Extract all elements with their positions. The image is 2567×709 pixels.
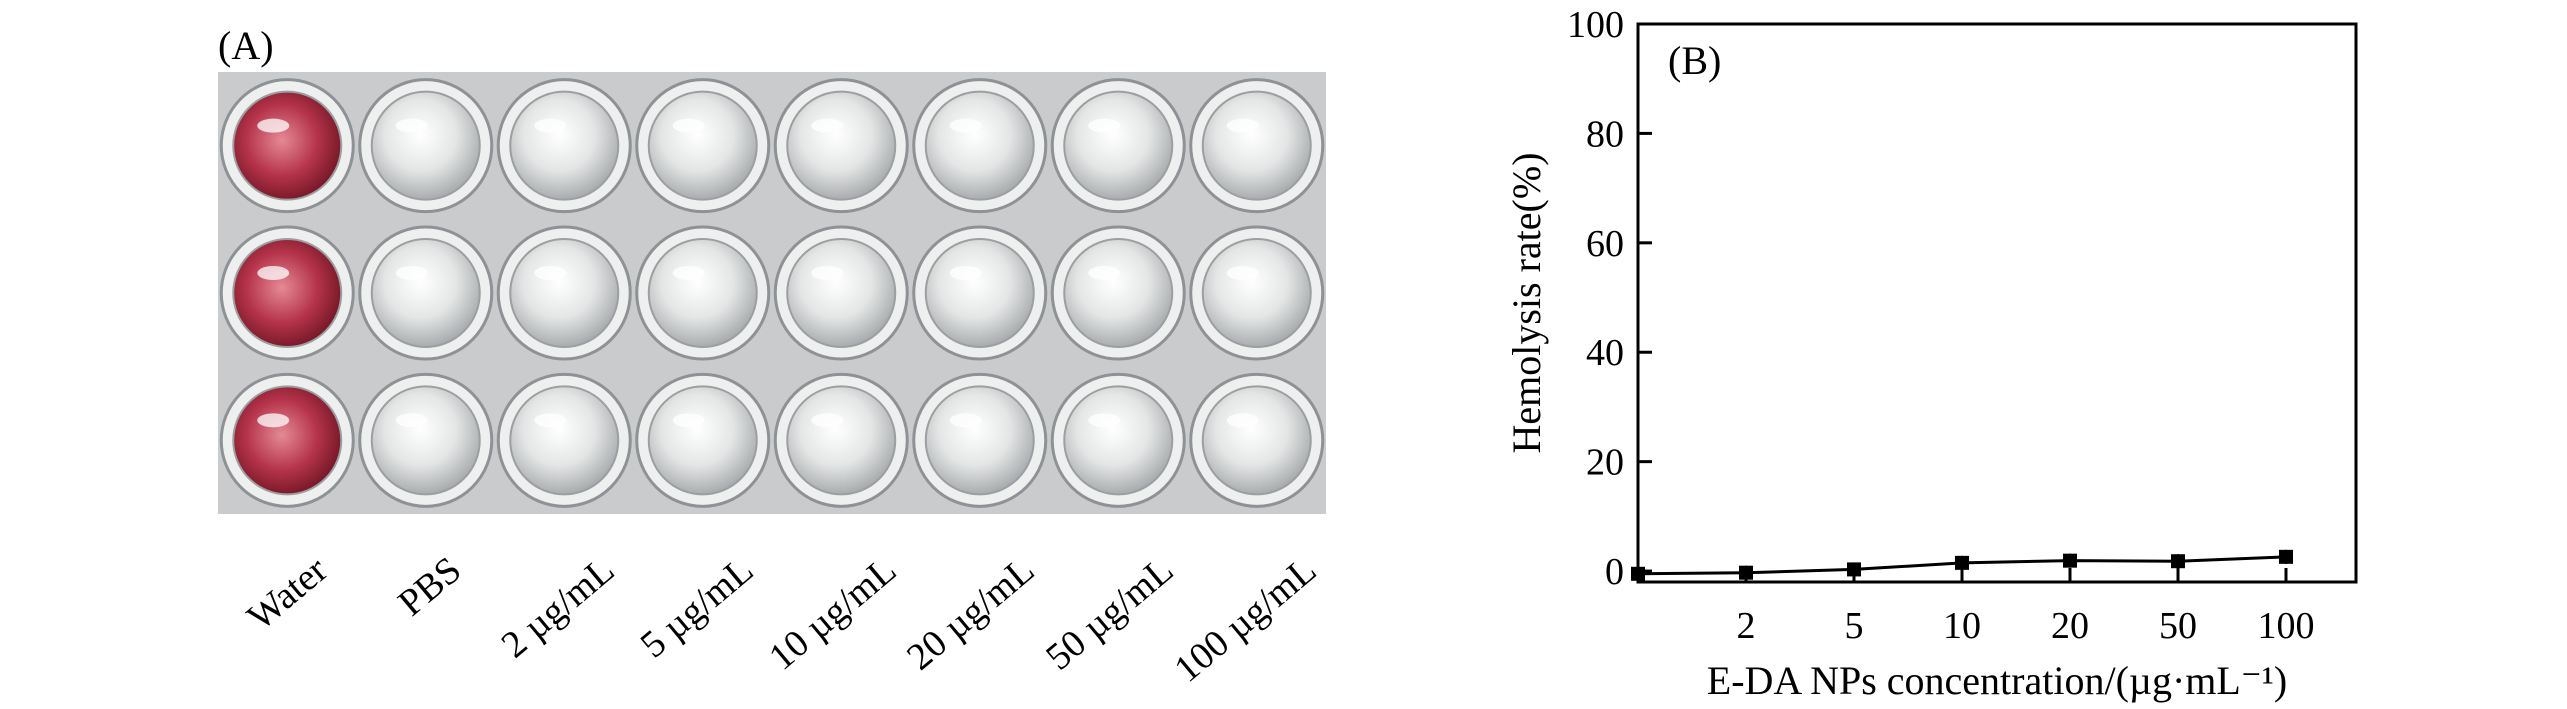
well-clear — [1201, 90, 1312, 201]
well-clear — [924, 238, 1035, 348]
well-clear — [647, 238, 758, 348]
well-highlight — [1088, 118, 1121, 133]
well-clear — [786, 238, 897, 348]
well-highlight — [949, 118, 982, 133]
well-red — [232, 238, 343, 348]
well-highlight — [257, 118, 290, 133]
well-highlight — [811, 118, 844, 133]
well-highlight — [395, 266, 428, 280]
data-point — [1631, 566, 1645, 581]
x-tick-label: 2 — [1737, 605, 1756, 647]
well-clear — [509, 385, 620, 496]
well-highlight — [534, 118, 567, 133]
well-red — [232, 385, 343, 496]
well-plate-photo — [218, 72, 1326, 514]
data-point — [2171, 554, 2185, 569]
well-clear — [1201, 238, 1312, 348]
well-clear — [509, 90, 620, 201]
x-tick-label: 10 — [1943, 605, 1981, 647]
y-tick-label: 40 — [1586, 332, 1624, 374]
well-clear — [647, 90, 758, 201]
plot-frame — [1636, 22, 2358, 584]
data-point — [2279, 549, 2293, 564]
well-highlight — [949, 413, 982, 428]
x-tick-label: 5 — [1845, 605, 1864, 647]
well-highlight — [1226, 266, 1259, 280]
well-clear — [786, 385, 897, 496]
y-tick-label: 60 — [1586, 223, 1624, 265]
y-tick-label: 0 — [1605, 551, 1624, 593]
well-clear — [1063, 385, 1174, 496]
data-point — [2063, 553, 2077, 568]
well-highlight — [1226, 118, 1259, 133]
well-clear — [370, 90, 481, 201]
x-axis-label: E-DA NPs concentration/(µg·mL⁻¹) — [1707, 658, 2287, 703]
x-tick-label: 100 — [2258, 605, 2315, 647]
well-highlight — [395, 118, 428, 133]
well-clear — [647, 385, 758, 496]
well-highlight — [811, 266, 844, 280]
well-clear — [509, 238, 620, 348]
well-clear — [924, 90, 1035, 201]
well-clear — [1063, 90, 1174, 201]
well-red — [232, 90, 343, 201]
panel-a-label: (A) — [218, 23, 274, 68]
well-highlight — [1088, 266, 1121, 280]
well-clear — [370, 385, 481, 496]
well-highlight — [949, 266, 982, 280]
well-highlight — [672, 266, 705, 280]
well-clear — [924, 385, 1035, 496]
y-tick-label: 100 — [1567, 4, 1624, 46]
well-highlight — [534, 413, 567, 428]
well-highlight — [257, 413, 290, 428]
well-highlight — [1088, 413, 1121, 428]
x-tick-label: 50 — [2159, 605, 2197, 647]
well-clear — [370, 238, 481, 348]
y-axis-label: Hemolysis rate(%) — [1504, 152, 1549, 453]
x-tick-label: 20 — [2051, 605, 2089, 647]
well-highlight — [672, 118, 705, 133]
well-highlight — [395, 413, 428, 428]
well-highlight — [534, 266, 567, 280]
well-clear — [1201, 385, 1312, 496]
data-point — [1739, 565, 1753, 580]
panel-b-label: (B) — [1668, 38, 1721, 83]
well-highlight — [1226, 413, 1259, 428]
y-tick-label: 80 — [1586, 113, 1624, 155]
well-highlight — [672, 413, 705, 428]
data-point — [1955, 555, 1969, 570]
well-highlight — [811, 413, 844, 428]
well-clear — [1063, 238, 1174, 348]
data-point — [1847, 562, 1861, 577]
well-highlight — [257, 266, 290, 280]
y-tick-label: 20 — [1586, 442, 1624, 484]
well-clear — [786, 90, 897, 201]
